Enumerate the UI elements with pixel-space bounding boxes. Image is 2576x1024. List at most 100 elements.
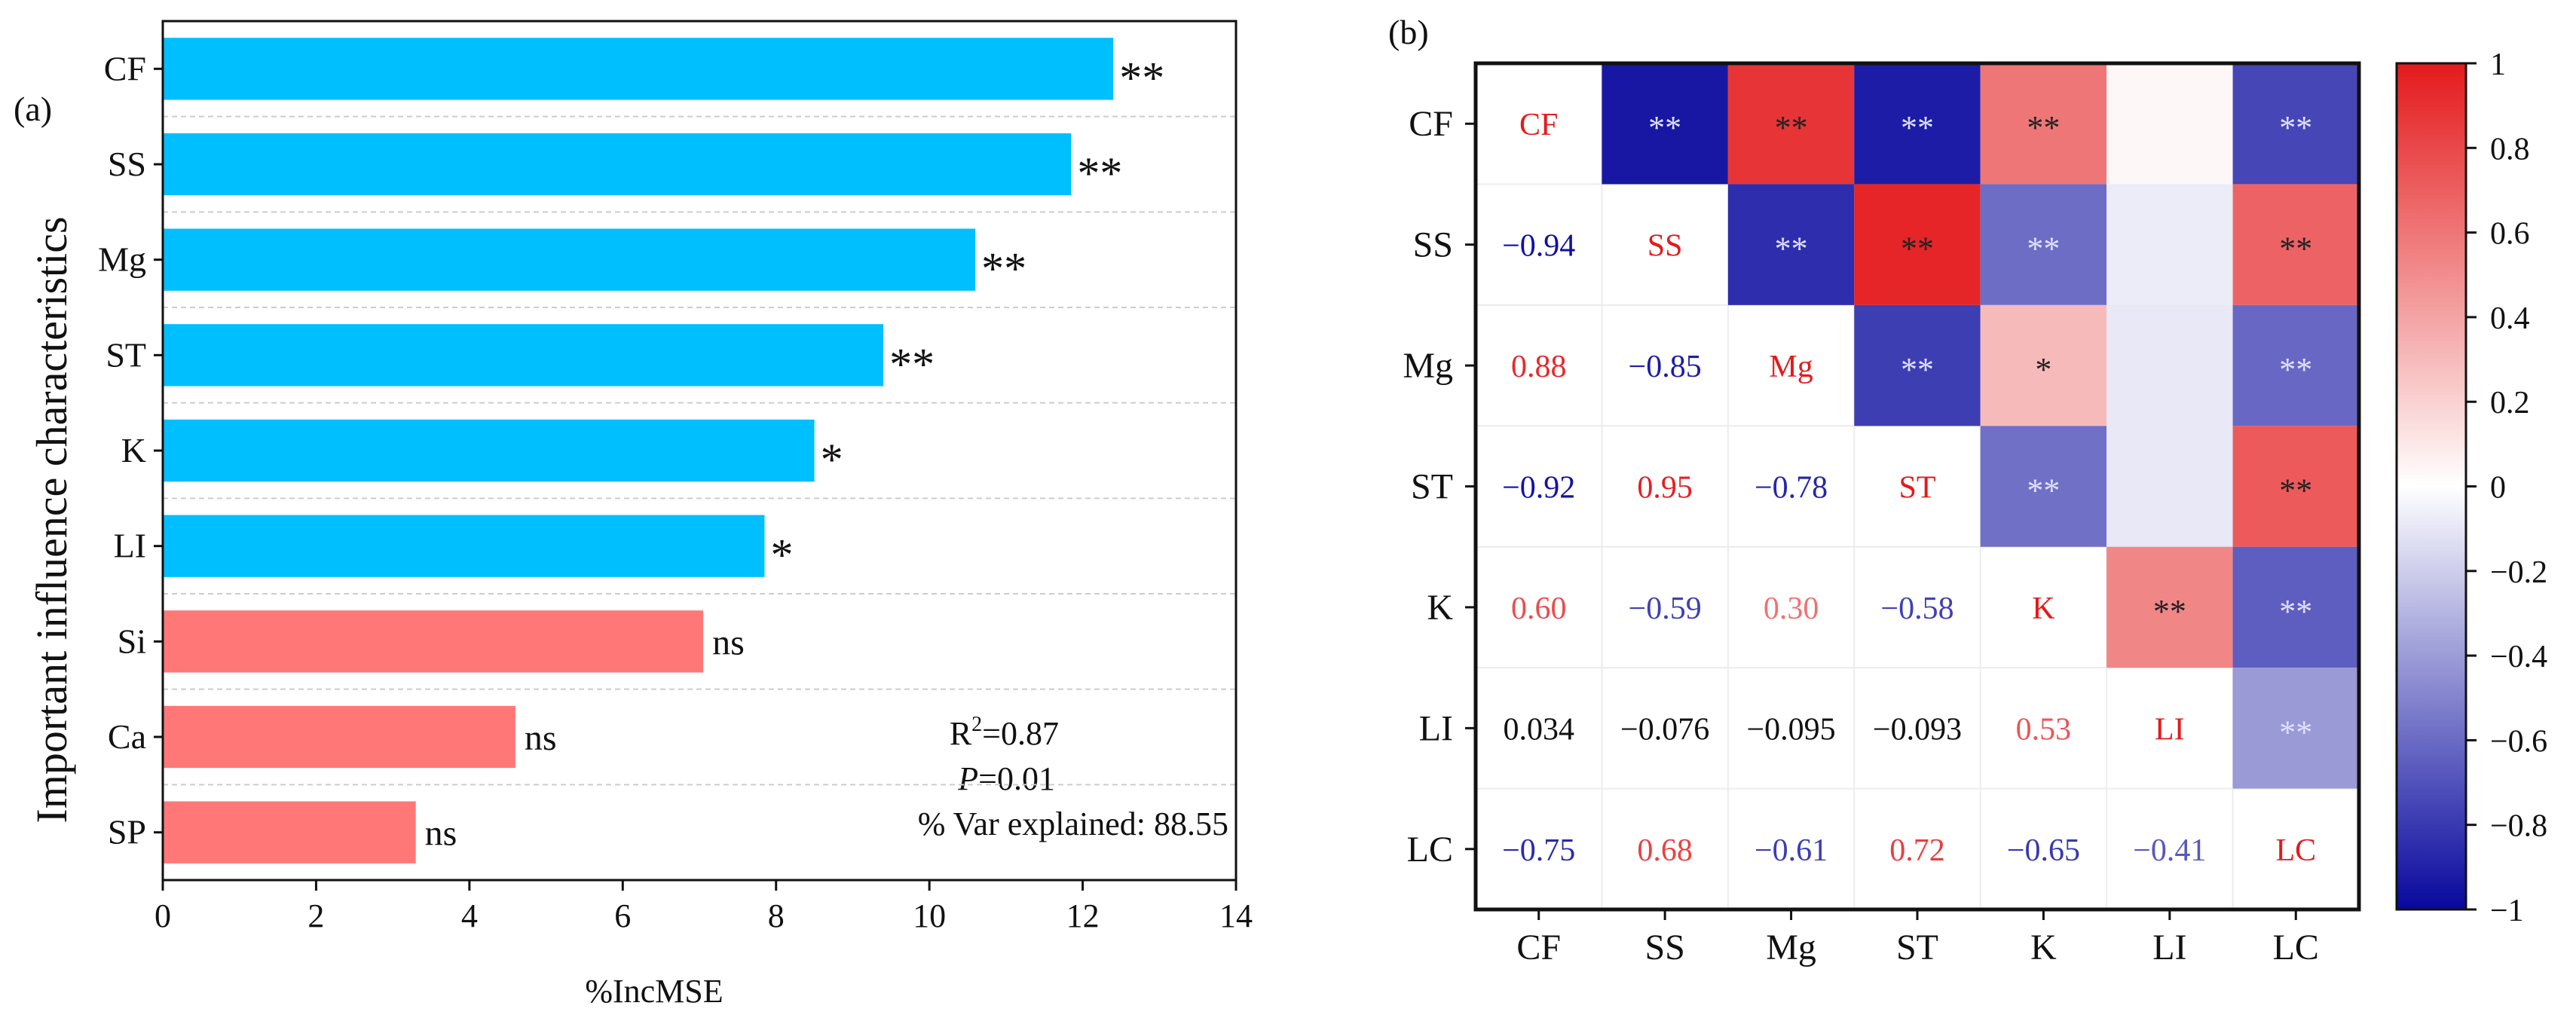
significance-label: **	[1119, 53, 1164, 102]
y-tick-label: K	[121, 431, 146, 469]
heatmap-x-label: LC	[2273, 928, 2319, 967]
significance-label: ns	[425, 814, 457, 854]
x-tick-label: 10	[913, 897, 946, 934]
significance-marker: *	[2035, 351, 2051, 388]
heatmap-cell-k-lc	[2232, 546, 2359, 668]
heatmap-y-label: LI	[1419, 708, 1453, 748]
correlation-value: −0.85	[1629, 350, 1702, 384]
x-tick-label: 4	[461, 897, 478, 934]
correlation-value: 0.72	[1889, 833, 1945, 868]
heatmap-y-label: Mg	[1403, 346, 1453, 386]
colorbar-tick-label: 0.4	[2490, 301, 2530, 336]
bar-li	[163, 515, 765, 577]
bar-ss	[163, 133, 1072, 196]
heatmap-x-label: LI	[2152, 928, 2186, 967]
heatmap-cell-k-li	[2106, 546, 2233, 668]
correlation-value: −0.65	[2007, 833, 2080, 868]
correlation-value: 0.30	[1764, 591, 1819, 626]
heatmap-y-label: CF	[1409, 104, 1453, 144]
significance-marker: **	[2027, 109, 2060, 146]
correlation-value: −0.92	[1502, 471, 1575, 506]
colorbar-tick-label: −1	[2490, 894, 2524, 928]
heatmap-x-label: K	[2030, 928, 2057, 967]
bar-si	[163, 610, 704, 673]
heatmap-y-label: K	[1427, 588, 1453, 628]
significance-marker: **	[2279, 472, 2312, 509]
heatmap-x-label: Mg	[1766, 928, 1816, 967]
significance-marker: **	[2153, 593, 2186, 630]
y-tick-label: SS	[108, 145, 146, 183]
colorbar-tick-label: 0.8	[2490, 132, 2530, 167]
significance-marker: **	[2279, 109, 2312, 146]
heatmap-cell-st-k	[1980, 426, 2107, 547]
correlation-value: −0.076	[1620, 712, 1709, 747]
heatmap-cell-cf-mg	[1727, 63, 1855, 185]
heatmap-cell-mg-li	[2106, 304, 2233, 426]
colorbar-tick-label: −0.4	[2490, 640, 2547, 674]
heatmap-y-label: LC	[1407, 830, 1453, 870]
heatmap-cell-mg-st	[1854, 304, 1981, 426]
correlation-value: 0.95	[1637, 471, 1693, 506]
correlation-value: 0.68	[1637, 833, 1693, 868]
correlation-value: −0.095	[1746, 712, 1835, 747]
correlation-value: 0.034	[1503, 712, 1574, 747]
bar-k	[163, 419, 815, 482]
y-tick-label: CF	[104, 49, 146, 87]
colorbar-tick-label: −0.6	[2490, 724, 2547, 759]
significance-marker: **	[2027, 231, 2060, 267]
heatmap-cell-ss-st	[1854, 184, 1981, 305]
significance-label: **	[1077, 148, 1122, 198]
correlation-value: −0.58	[1880, 591, 1953, 626]
y-tick-label: ST	[106, 335, 146, 374]
correlation-value: −0.59	[1629, 591, 1702, 626]
significance-marker: **	[2279, 593, 2312, 630]
panel-a-label: (a)	[14, 90, 52, 128]
y-tick-label: Ca	[108, 717, 146, 756]
diagonal-label: K	[2032, 591, 2054, 626]
bar-y-axis-title: Important influence characteristics	[27, 216, 76, 823]
heatmap-cell-cf-st	[1854, 63, 1981, 185]
colorbar-tick-label: −0.2	[2490, 555, 2547, 590]
colorbar-tick-label: 0.2	[2490, 386, 2530, 420]
significance-marker: **	[1648, 109, 1681, 146]
correlation-value: 0.88	[1511, 350, 1567, 384]
significance-marker: **	[1901, 109, 1934, 146]
significance-marker: **	[1775, 231, 1808, 267]
diagonal-label: Mg	[1769, 350, 1813, 384]
stats-annotation: R2=0.87 P=0.01 % Var explained: 88.55	[918, 713, 1228, 842]
bar-st	[163, 324, 884, 387]
correlation-value: −0.75	[1502, 833, 1575, 868]
bar-ca	[163, 705, 516, 769]
heatmap-cell-ss-k	[1980, 184, 2107, 305]
heatmap-cell-ss-lc	[2232, 184, 2359, 305]
heatmap-cell-mg-k	[1980, 304, 2107, 426]
significance-marker: **	[1901, 351, 1934, 388]
x-tick-label: 6	[614, 897, 631, 934]
significance-label: ns	[525, 718, 557, 758]
significance-marker: **	[2279, 231, 2312, 267]
correlation-value: 0.53	[2016, 712, 2072, 747]
significance-marker: **	[2279, 714, 2312, 750]
x-tick-label: 12	[1066, 897, 1100, 934]
p-value-text: P=0.01	[957, 760, 1055, 797]
diagonal-label: SS	[1647, 229, 1683, 264]
heatmap-x-label: ST	[1896, 928, 1938, 967]
x-tick-label: 8	[768, 897, 785, 934]
heatmap-cell-cf-k	[1980, 63, 2107, 185]
heatmap-cell-cf-li	[2106, 63, 2233, 185]
heatmap-x-label: CF	[1516, 928, 1561, 967]
diagonal-label: CF	[1519, 108, 1558, 142]
y-tick-label: Mg	[98, 240, 146, 279]
correlation-value: −0.093	[1873, 712, 1962, 747]
heatmap-cell-st-lc	[2232, 426, 2359, 547]
significance-label: *	[821, 435, 843, 484]
significance-label: **	[981, 244, 1026, 294]
heatmap-cell-mg-lc	[2232, 304, 2359, 426]
x-tick-label: 0	[154, 897, 171, 934]
colorbar-tick-label: −0.8	[2490, 809, 2547, 844]
heatmap-cell-ss-mg	[1727, 184, 1855, 305]
heatmap-y-label: ST	[1411, 467, 1453, 507]
correlation-value: −0.78	[1755, 471, 1828, 506]
significance-label: **	[889, 339, 935, 389]
